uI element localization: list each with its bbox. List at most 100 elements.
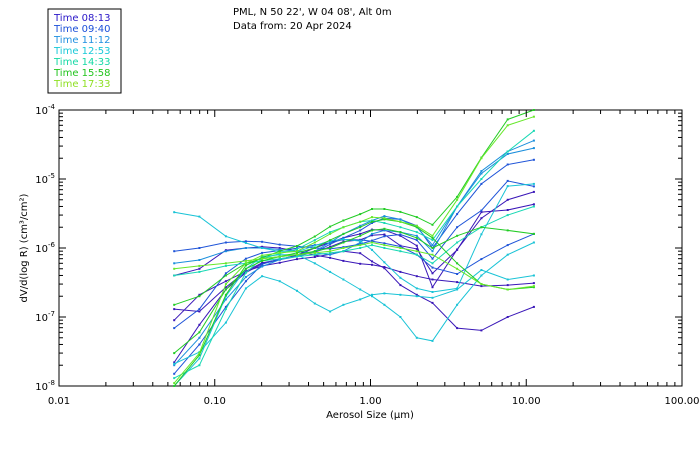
data-point: [532, 115, 535, 118]
data-point: [278, 257, 281, 260]
series-line: [173, 269, 534, 365]
data-point: [371, 229, 373, 232]
data-point: [278, 250, 281, 253]
x-tick-label: 1.00: [359, 396, 381, 407]
data-point: [198, 267, 201, 270]
data-point: [399, 284, 402, 287]
data-point: [173, 308, 176, 311]
data-point: [383, 229, 386, 232]
data-point: [278, 247, 281, 249]
data-point: [371, 240, 373, 243]
data-point: [198, 336, 201, 339]
data-point: [399, 250, 402, 253]
data-point: [480, 170, 483, 173]
data-point: [359, 234, 362, 237]
data-point: [506, 316, 509, 318]
data-point: [371, 208, 373, 210]
data-point: [532, 147, 535, 150]
y-tick-label: 10-7: [35, 310, 55, 324]
y-tick-label: 10-5: [35, 172, 55, 186]
data-point: [415, 247, 418, 250]
data-point: [456, 288, 459, 291]
data-point: [224, 250, 227, 253]
data-point: [506, 214, 509, 217]
data-point: [329, 225, 332, 228]
data-point: [399, 293, 402, 296]
data-point: [399, 220, 402, 223]
data-point: [415, 295, 418, 298]
x-axis-title: Aerosol Size (μm): [326, 410, 414, 421]
data-point: [480, 182, 483, 185]
data-point: [296, 251, 298, 254]
data-point: [480, 269, 483, 271]
data-point: [431, 257, 434, 260]
data-point: [244, 270, 247, 273]
data-point: [261, 240, 264, 243]
data-point: [532, 241, 535, 244]
data-point: [506, 163, 509, 166]
data-point: [532, 285, 535, 288]
data-point: [173, 362, 176, 365]
data-point: [278, 280, 281, 283]
data-point: [399, 231, 402, 234]
data-point: [506, 124, 509, 127]
data-point: [244, 240, 247, 243]
data-point: [415, 250, 418, 253]
series-5: [173, 158, 535, 375]
data-point: [198, 259, 201, 261]
data-point: [313, 262, 316, 265]
data-point: [383, 261, 386, 264]
data-point: [342, 278, 345, 281]
data-point: [224, 288, 227, 291]
data-point: [456, 303, 459, 306]
series-18: [173, 241, 535, 291]
data-point: [532, 139, 535, 142]
data-point: [198, 270, 201, 273]
series-line: [173, 191, 535, 363]
data-point: [244, 267, 247, 270]
data-point: [532, 282, 535, 285]
data-point: [296, 245, 298, 247]
x-tick-label: 100.00: [665, 396, 700, 407]
data-point: [456, 234, 459, 237]
data-point: [173, 303, 176, 306]
data-point: [278, 253, 281, 256]
data-point: [415, 224, 418, 227]
data-point: [329, 253, 332, 256]
data-point: [342, 232, 345, 235]
data-point: [456, 205, 459, 208]
series-14: [173, 109, 535, 387]
data-point: [244, 259, 247, 262]
data-point: [261, 259, 264, 262]
data-point: [244, 287, 247, 290]
data-point: [329, 270, 332, 273]
data-point: [359, 247, 362, 249]
data-point: [173, 319, 176, 322]
data-point: [198, 215, 201, 218]
data-point: [371, 244, 373, 247]
data-point: [342, 226, 345, 229]
data-point: [480, 258, 483, 261]
data-point: [329, 250, 332, 253]
data-point: [261, 255, 264, 258]
axis-layer: 0.01 0.10 1.00 10.00 100.00 10-8 10-7 10-6 10-5 1…: [35, 103, 699, 407]
data-point: [383, 233, 386, 236]
data-point: [532, 286, 535, 289]
data-point: [480, 157, 483, 160]
data-point: [415, 234, 418, 237]
series-layer: [173, 109, 535, 387]
data-point: [506, 198, 509, 201]
data-point: [456, 327, 459, 330]
data-point: [224, 286, 227, 289]
data-point: [456, 241, 459, 244]
data-point: [342, 236, 345, 239]
data-point: [173, 372, 176, 375]
series-line: [173, 242, 535, 387]
data-point: [399, 245, 402, 248]
data-point: [415, 336, 418, 339]
data-point: [506, 209, 509, 211]
data-point: [244, 247, 247, 249]
data-point: [313, 241, 316, 244]
data-point: [359, 262, 362, 265]
